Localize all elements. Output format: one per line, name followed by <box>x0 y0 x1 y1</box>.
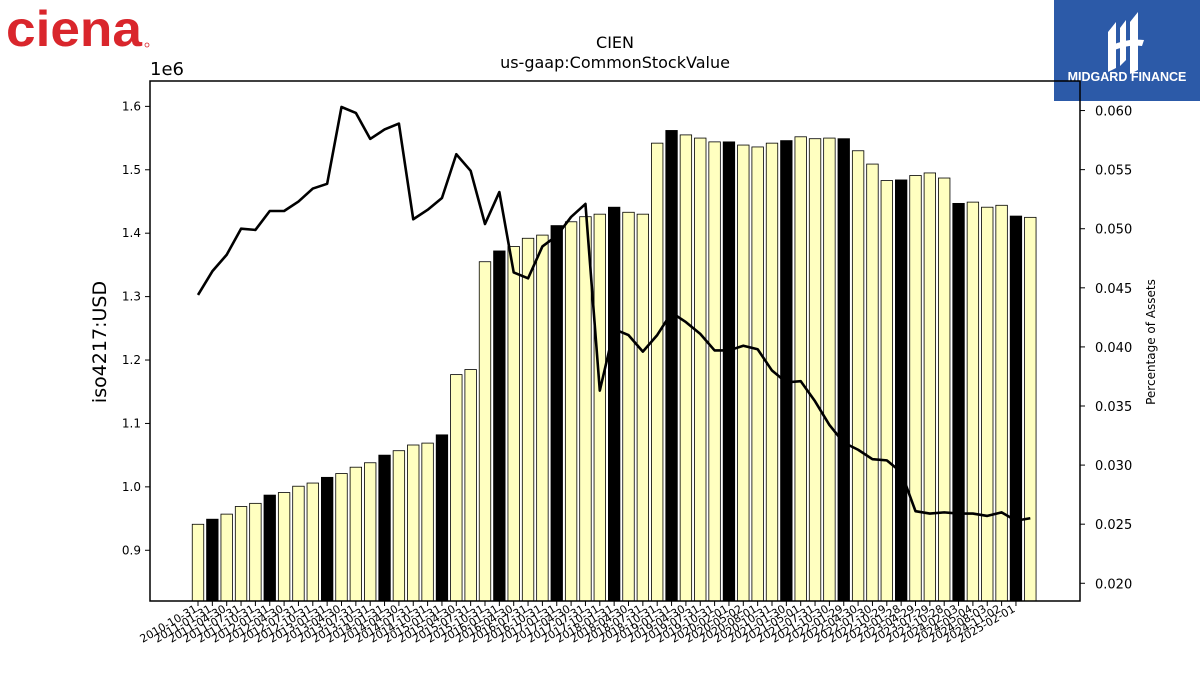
bar <box>550 225 563 602</box>
bar <box>837 138 850 602</box>
bar <box>450 374 463 602</box>
bar <box>564 221 578 602</box>
y-tick-label: 1.5 <box>122 163 141 177</box>
bar <box>521 237 535 602</box>
ciena-logo-dot <box>144 42 150 48</box>
y-tick-label: 1.2 <box>122 353 141 367</box>
y-tick-label: 1.0 <box>122 480 141 494</box>
bar <box>191 523 205 602</box>
chart-subtitle: us-gaap:CommonStockValue <box>500 53 730 72</box>
bar <box>1009 215 1023 602</box>
y-tick-label: 1.3 <box>122 290 141 304</box>
y2-axis-ticks: 0.020 0.025 0.030 0.035 0.040 0.045 0.050 0.055… <box>1080 105 1132 592</box>
bar <box>966 201 980 602</box>
bar <box>593 213 606 602</box>
bar <box>608 206 621 602</box>
bar <box>794 136 807 602</box>
midgard-finance-logo: MIDGARD FINANCE <box>1054 0 1200 101</box>
bar <box>751 146 764 602</box>
y2-tick-label: 0.045 <box>1095 282 1132 297</box>
bar <box>694 137 707 602</box>
y-axis-ticks: 0.9 1.0 1.1 1.2 1.3 1.4 1.5 1.6 <box>122 99 150 557</box>
bar <box>536 234 549 602</box>
bar <box>407 444 420 602</box>
y2-tick-label: 0.040 <box>1095 341 1132 356</box>
bar <box>335 473 348 602</box>
bar <box>220 513 233 602</box>
bar <box>981 206 994 602</box>
bar <box>349 466 363 602</box>
bar <box>364 462 377 602</box>
bar <box>938 177 951 602</box>
bar <box>249 502 262 602</box>
bar <box>952 202 965 602</box>
midgard-emblem-icon <box>1108 12 1144 74</box>
ciena-logo-text: ciena <box>6 2 143 54</box>
bar <box>320 476 334 602</box>
bar <box>579 216 592 602</box>
bar <box>493 250 506 602</box>
bar <box>622 211 635 602</box>
y2-tick-label: 0.060 <box>1095 105 1132 120</box>
bar <box>435 434 449 602</box>
y2-tick-label: 0.025 <box>1095 518 1132 533</box>
x-axis-ticks: 2010-10-312011-01-312011-04-302011-07-31… <box>138 601 1017 646</box>
bar-series <box>191 130 1037 602</box>
y-tick-label: 1.6 <box>122 99 141 113</box>
bar <box>651 142 664 602</box>
bar <box>780 140 793 602</box>
bar <box>737 144 750 602</box>
bar <box>263 494 276 602</box>
y2-tick-label: 0.050 <box>1095 223 1132 238</box>
bar <box>206 518 219 602</box>
bar <box>880 180 893 602</box>
y-offset-label: 1e6 <box>150 59 184 80</box>
y2-axis-label: Percentage of Assets <box>1144 279 1158 405</box>
line-series <box>196 105 1031 522</box>
bar <box>679 134 693 602</box>
ciena-logo: ciena <box>4 1 154 57</box>
bar <box>1024 216 1037 602</box>
bar <box>866 163 879 602</box>
bar <box>292 485 305 602</box>
bar <box>895 179 908 602</box>
bar <box>478 261 492 602</box>
bar <box>708 141 721 602</box>
bar <box>808 138 822 602</box>
bar <box>851 150 865 602</box>
bar <box>636 213 649 602</box>
y-tick-label: 1.1 <box>122 416 141 430</box>
bar <box>823 137 836 602</box>
midgard-logo-text: MIDGARD FINANCE <box>1068 70 1187 84</box>
bar <box>507 246 520 602</box>
y2-tick-label: 0.055 <box>1095 164 1132 179</box>
y2-tick-label: 0.030 <box>1095 459 1132 474</box>
bar <box>722 141 736 602</box>
bar <box>306 482 319 602</box>
bar <box>234 506 248 602</box>
bar <box>392 450 406 602</box>
y-tick-label: 1.4 <box>122 226 141 240</box>
y2-tick-label: 0.035 <box>1095 400 1132 415</box>
y2-tick-label: 0.020 <box>1095 577 1132 592</box>
chart-title: CIEN <box>596 33 634 52</box>
percentage-of-assets-line <box>196 105 1031 522</box>
y-axis-label: iso4217:USD <box>89 281 111 403</box>
bar <box>277 492 291 602</box>
bar <box>665 130 678 602</box>
bar <box>995 204 1008 602</box>
bar <box>923 172 936 602</box>
bar <box>421 442 434 602</box>
bar <box>378 454 391 602</box>
y-tick-label: 0.9 <box>122 543 141 557</box>
plot-frame <box>149 80 1081 602</box>
bar <box>909 175 922 602</box>
bar <box>464 369 477 602</box>
